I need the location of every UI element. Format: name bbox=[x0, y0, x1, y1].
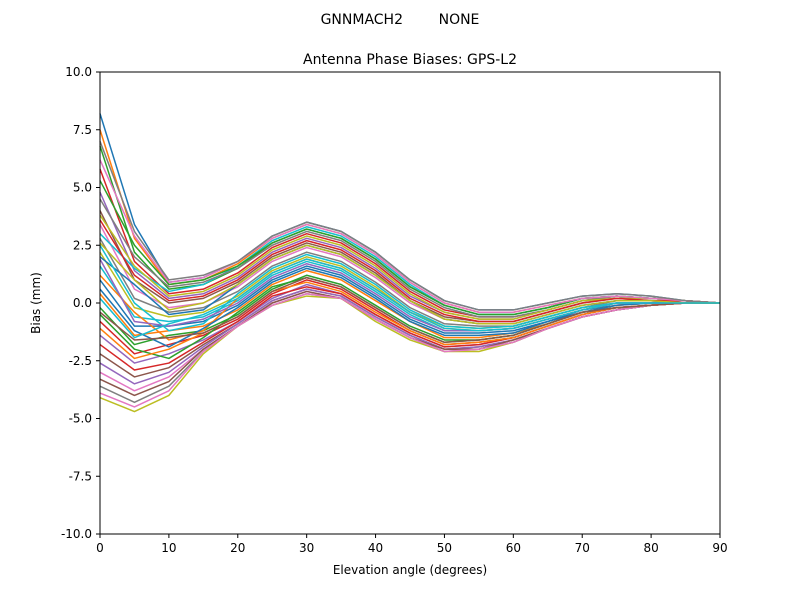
series-line-38 bbox=[99, 141, 721, 311]
x-tick-label: 50 bbox=[437, 541, 452, 555]
x-axis-label: Elevation angle (degrees) bbox=[333, 563, 487, 577]
y-axis-label: Bias (mm) bbox=[29, 272, 43, 334]
y-tick-label: 0.0 bbox=[73, 296, 92, 310]
x-tick-label: 30 bbox=[299, 541, 314, 555]
series-line-27 bbox=[99, 293, 720, 408]
x-tick-label: 60 bbox=[506, 541, 521, 555]
x-tick-label: 70 bbox=[575, 541, 590, 555]
chart-suptitle: GNNMACH2 NONE bbox=[321, 12, 480, 28]
series-line-36 bbox=[99, 276, 720, 344]
x-tick-label: 20 bbox=[230, 541, 245, 555]
y-tick-label: 5.0 bbox=[73, 181, 92, 195]
series-line-31 bbox=[99, 267, 720, 348]
y-tick-label: -2.5 bbox=[69, 354, 92, 368]
series-line-37 bbox=[99, 159, 721, 313]
y-tick-label: 10.0 bbox=[65, 65, 92, 79]
y-tick-label: -5.0 bbox=[69, 412, 92, 426]
series-lines bbox=[99, 113, 721, 413]
x-axis-ticks: 0 10 20 30 40 50 60 70 80 90 bbox=[96, 534, 728, 555]
x-tick-label: 80 bbox=[643, 541, 658, 555]
x-tick-label: 10 bbox=[161, 541, 176, 555]
series-line-39 bbox=[99, 242, 720, 325]
y-tick-label: -10.0 bbox=[61, 527, 92, 541]
y-tick-label: -7.5 bbox=[69, 469, 92, 483]
series-line-34 bbox=[99, 219, 721, 323]
x-tick-label: 90 bbox=[712, 541, 727, 555]
series-line-40 bbox=[99, 258, 720, 339]
y-axis-ticks: -10.0 -7.5 -5.0 -2.5 0.0 2.5 5.0 7.5 10.0 bbox=[61, 65, 100, 541]
y-tick-label: 2.5 bbox=[73, 238, 92, 252]
x-tick-label: 40 bbox=[368, 541, 383, 555]
y-tick-label: 7.5 bbox=[73, 123, 92, 137]
chart-title: Antenna Phase Biases: GPS-L2 bbox=[303, 52, 517, 68]
x-tick-label: 0 bbox=[96, 541, 104, 555]
